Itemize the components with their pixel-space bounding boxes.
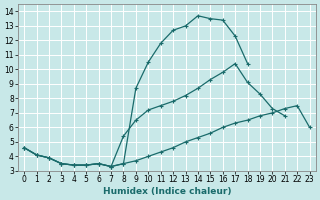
X-axis label: Humidex (Indice chaleur): Humidex (Indice chaleur) xyxy=(103,187,231,196)
